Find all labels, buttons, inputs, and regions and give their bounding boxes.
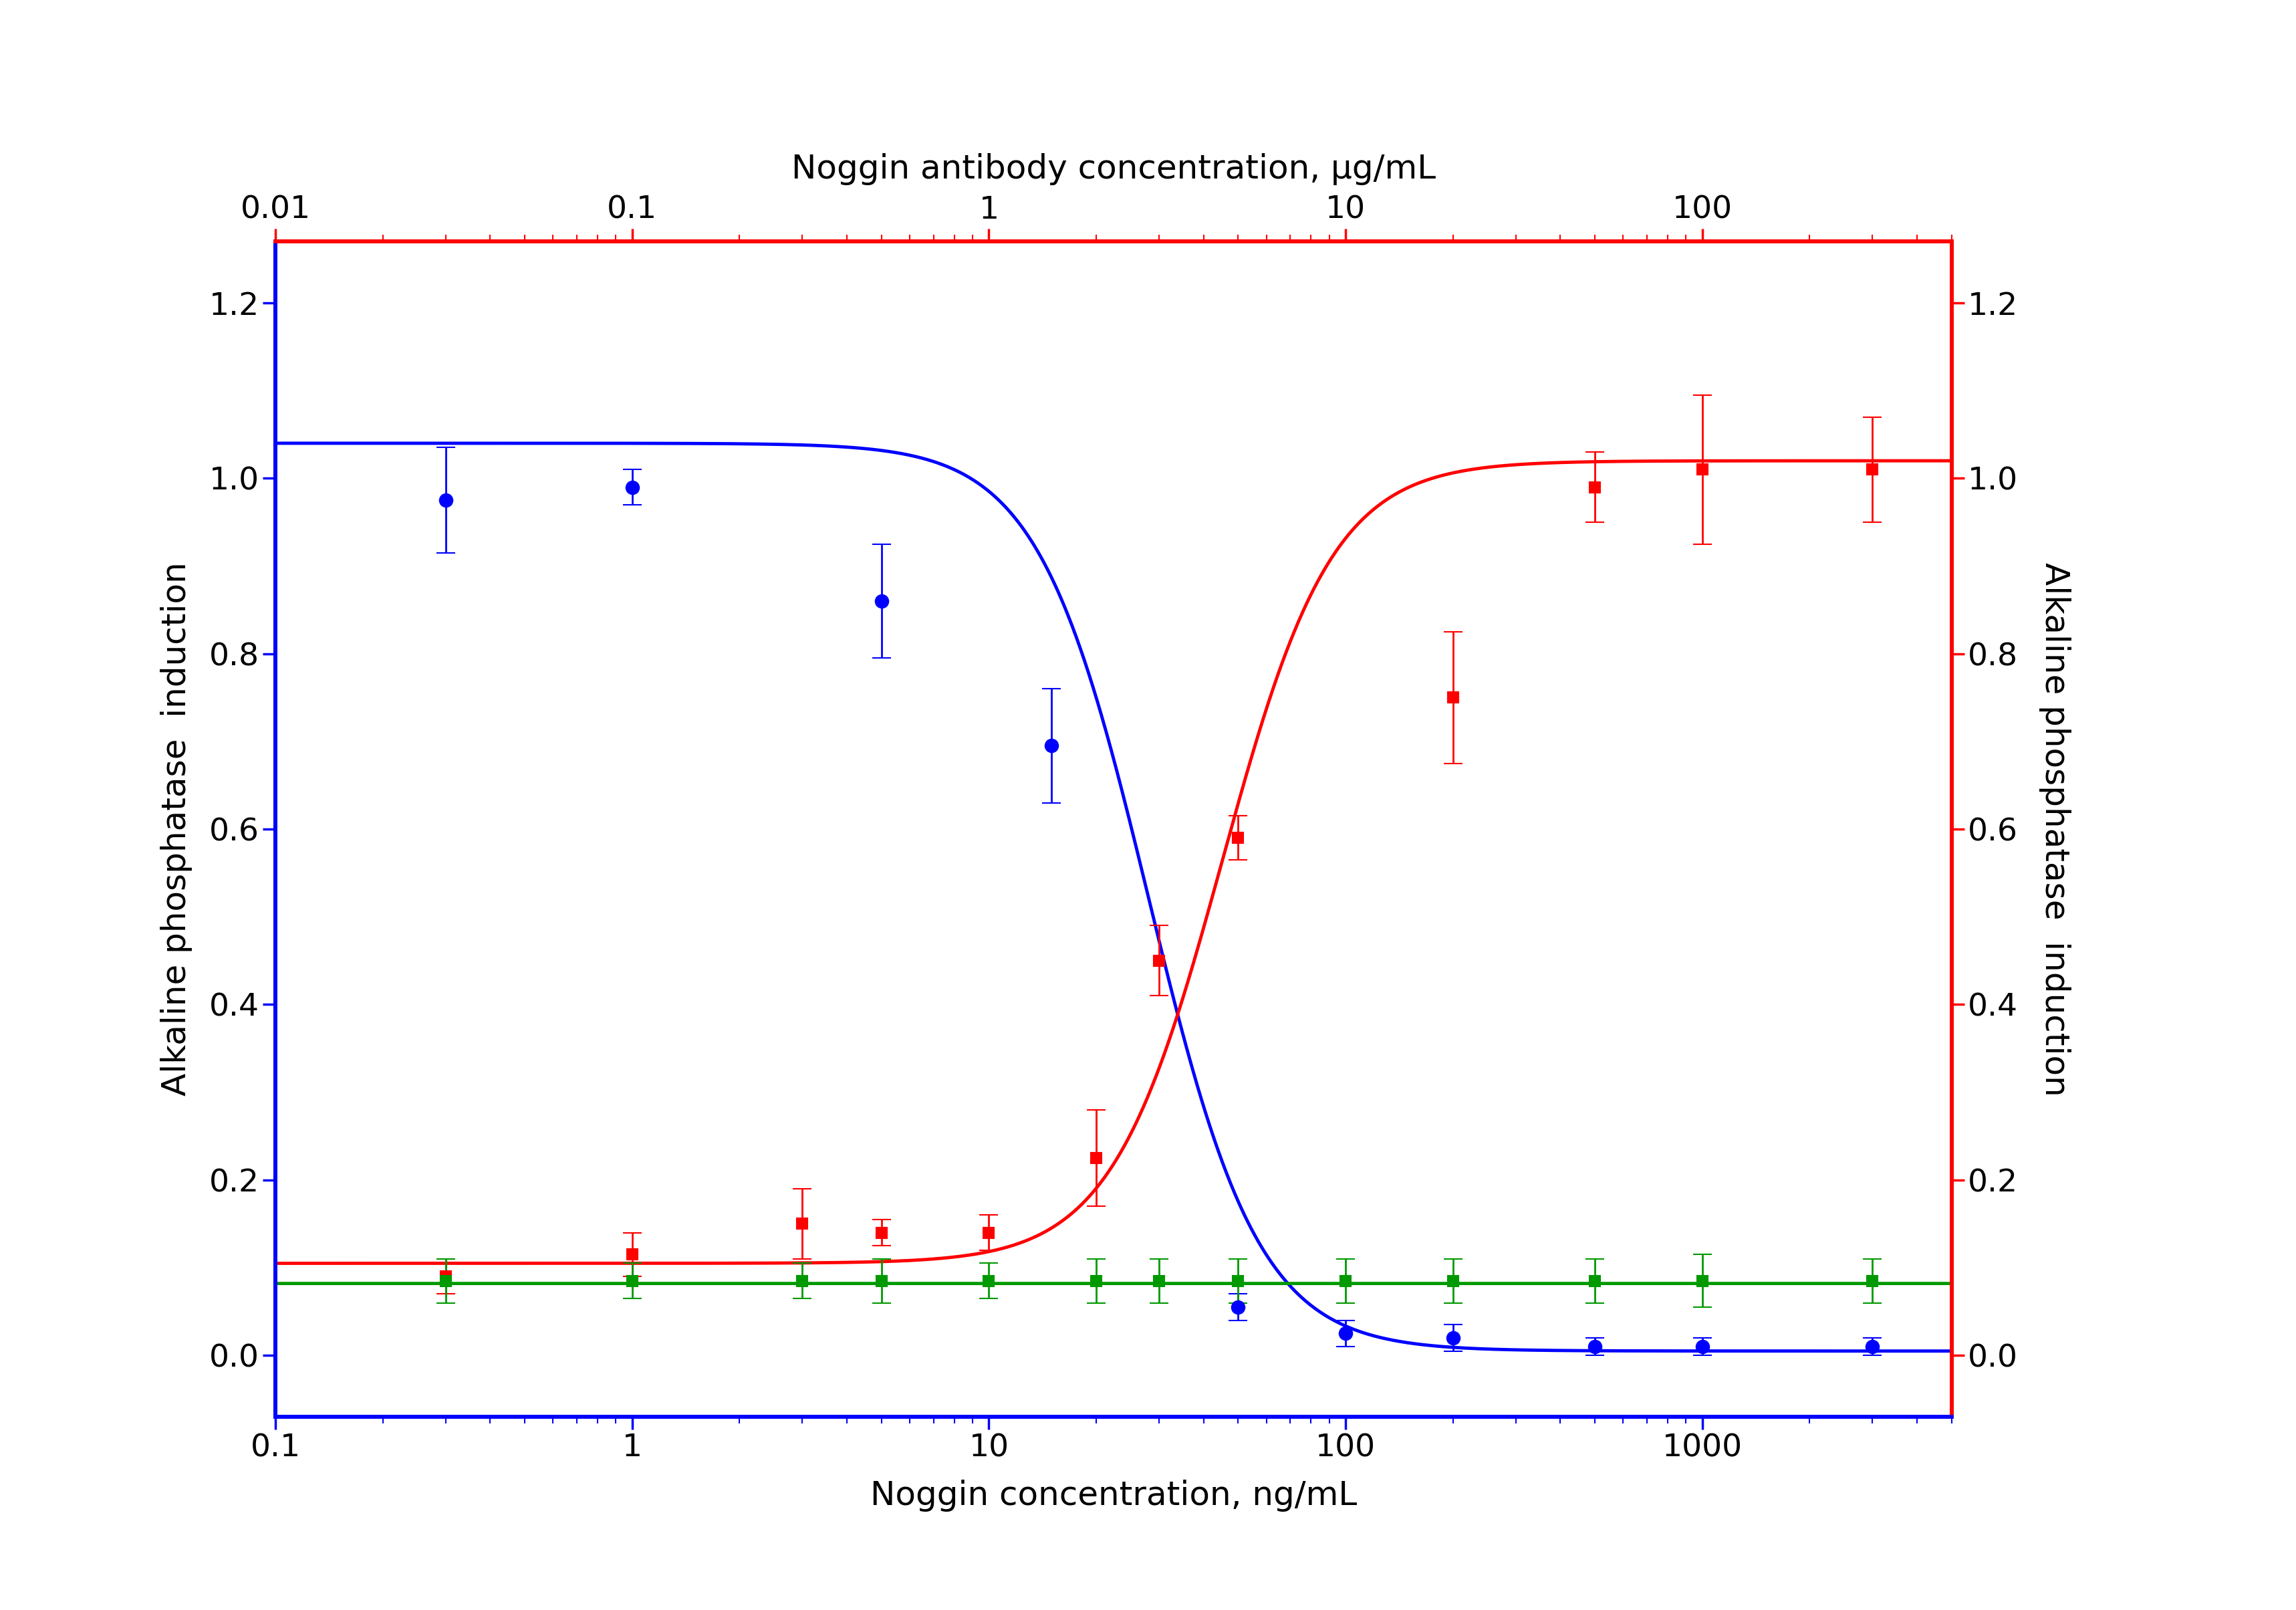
X-axis label: Noggin antibody concentration, μg/mL: Noggin antibody concentration, μg/mL [792,153,1435,185]
Y-axis label: Alkaline phosphatase  induction: Alkaline phosphatase induction [161,562,193,1096]
X-axis label: Noggin concentration, ng/mL: Noggin concentration, ng/mL [870,1480,1357,1512]
Y-axis label: Alkaline phosphatase  induction: Alkaline phosphatase induction [2039,562,2071,1096]
